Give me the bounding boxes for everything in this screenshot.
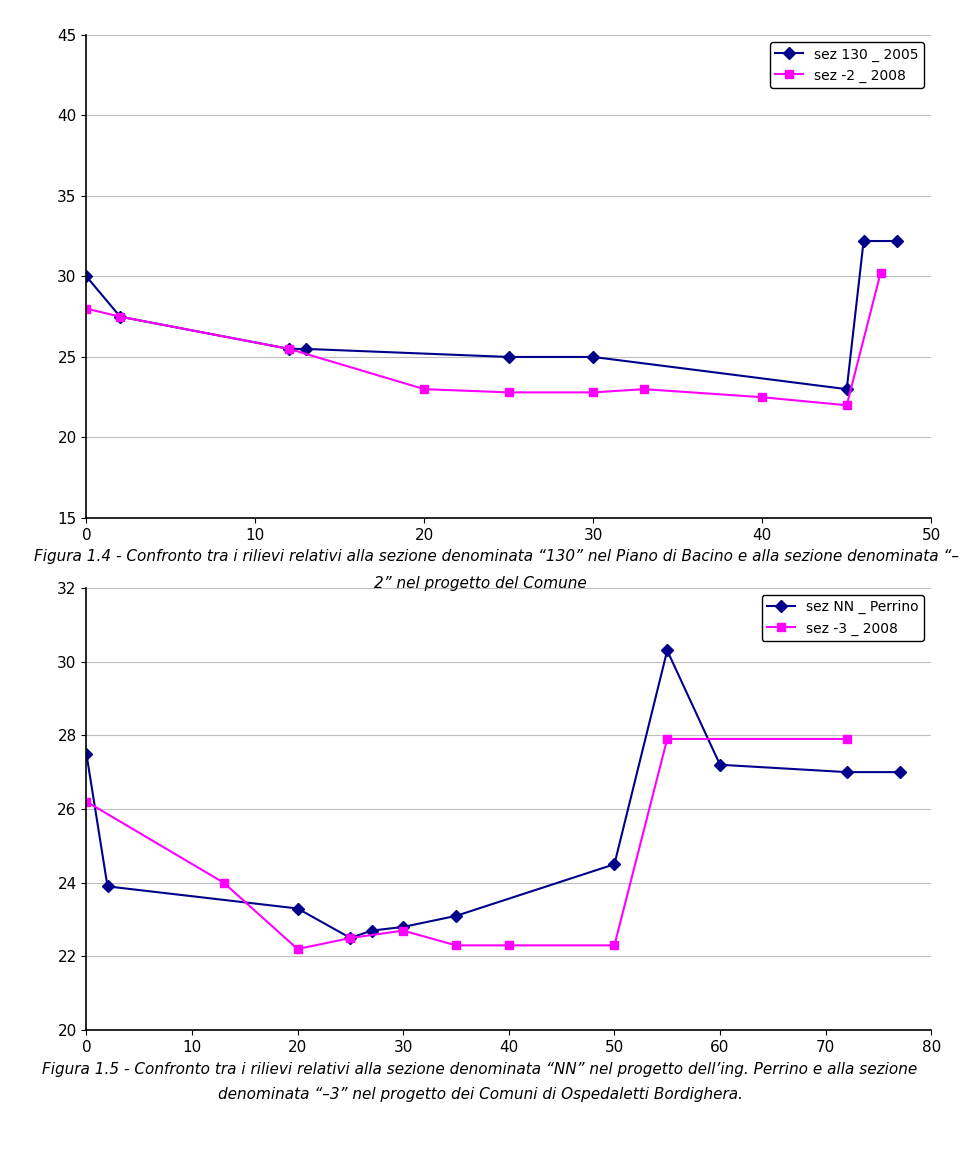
sez 130 _ 2005 — [841, 382, 852, 396]
sez -3 _ 2008 — [661, 732, 673, 746]
sez 130 _ 2005 — [588, 350, 599, 364]
Text: Figura 1.5 - Confronto tra i rilievi relativi alla sezione denominata “NN” nel p: Figura 1.5 - Confronto tra i rilievi rel… — [42, 1062, 918, 1077]
sez 130 _ 2005 — [858, 234, 870, 248]
Legend: sez NN _ Perrino, sez -3 _ 2008: sez NN _ Perrino, sez -3 _ 2008 — [761, 595, 924, 641]
sez -2 _ 2008 — [588, 385, 599, 399]
sez -3 _ 2008 — [345, 931, 356, 945]
sez -2 _ 2008 — [81, 301, 92, 315]
sez 130 _ 2005 — [503, 350, 515, 364]
Legend: sez 130 _ 2005, sez -2 _ 2008: sez 130 _ 2005, sez -2 _ 2008 — [770, 42, 924, 88]
Line: sez -2 _ 2008: sez -2 _ 2008 — [83, 269, 885, 410]
sez NN _ Perrino — [841, 765, 852, 779]
sez NN _ Perrino — [81, 747, 92, 761]
sez -2 _ 2008 — [638, 382, 650, 396]
sez NN _ Perrino — [714, 758, 726, 772]
sez -2 _ 2008 — [503, 385, 515, 399]
sez NN _ Perrino — [366, 924, 377, 938]
sez -2 _ 2008 — [756, 390, 768, 404]
Text: 2” nel progetto del Comune: 2” nel progetto del Comune — [373, 576, 587, 591]
sez -3 _ 2008 — [503, 938, 515, 952]
Line: sez NN _ Perrino: sez NN _ Perrino — [83, 646, 903, 942]
sez -3 _ 2008 — [609, 938, 620, 952]
sez NN _ Perrino — [609, 857, 620, 871]
sez NN _ Perrino — [397, 920, 409, 934]
sez -2 _ 2008 — [283, 342, 295, 356]
sez -3 _ 2008 — [81, 795, 92, 809]
sez NN _ Perrino — [292, 901, 303, 915]
sez -3 _ 2008 — [450, 938, 462, 952]
sez 130 _ 2005 — [300, 342, 312, 356]
sez -3 _ 2008 — [292, 942, 303, 956]
sez NN _ Perrino — [450, 909, 462, 923]
sez -2 _ 2008 — [875, 267, 886, 281]
sez 130 _ 2005 — [114, 310, 126, 324]
sez 130 _ 2005 — [892, 234, 903, 248]
sez -3 _ 2008 — [397, 924, 409, 938]
sez NN _ Perrino — [102, 880, 113, 894]
sez NN _ Perrino — [661, 644, 673, 658]
sez -2 _ 2008 — [114, 310, 126, 324]
sez NN _ Perrino — [345, 931, 356, 945]
Line: sez -3 _ 2008: sez -3 _ 2008 — [83, 734, 851, 953]
Text: denominata “–3” nel progetto dei Comuni di Ospedaletti Bordighera.: denominata “–3” nel progetto dei Comuni … — [218, 1087, 742, 1102]
sez NN _ Perrino — [894, 765, 905, 779]
sez -2 _ 2008 — [419, 382, 430, 396]
sez -2 _ 2008 — [841, 398, 852, 412]
sez -3 _ 2008 — [218, 875, 229, 889]
Line: sez 130 _ 2005: sez 130 _ 2005 — [83, 236, 901, 393]
Text: Figura 1.4 - Confronto tra i rilievi relativi alla sezione denominata “130” nel : Figura 1.4 - Confronto tra i rilievi rel… — [34, 549, 959, 565]
sez -3 _ 2008 — [841, 732, 852, 746]
sez 130 _ 2005 — [81, 270, 92, 284]
sez 130 _ 2005 — [283, 342, 295, 356]
